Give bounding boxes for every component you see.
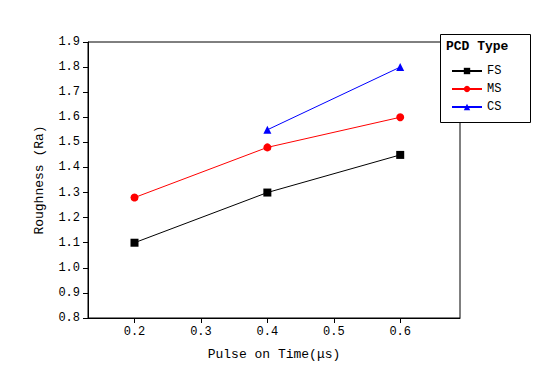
- svg-text:Roughness (Ra): Roughness (Ra): [32, 125, 47, 234]
- svg-text:1.1: 1.1: [58, 236, 80, 250]
- svg-text:0.4: 0.4: [257, 325, 279, 339]
- svg-text:PCD Type: PCD Type: [446, 39, 509, 54]
- svg-text:0.2: 0.2: [124, 325, 146, 339]
- svg-text:0.5: 0.5: [323, 325, 345, 339]
- svg-text:1.5: 1.5: [58, 135, 80, 149]
- svg-text:1.8: 1.8: [58, 60, 80, 74]
- svg-text:1.7: 1.7: [58, 85, 80, 99]
- svg-text:0.9: 0.9: [58, 286, 80, 300]
- svg-text:MS: MS: [487, 82, 501, 96]
- svg-text:1.4: 1.4: [58, 160, 80, 174]
- svg-text:1.9: 1.9: [58, 35, 80, 49]
- svg-text:1.6: 1.6: [58, 110, 80, 124]
- svg-text:CS: CS: [487, 100, 501, 114]
- svg-text:0.6: 0.6: [389, 325, 411, 339]
- svg-text:Pulse on Time(μs): Pulse on Time(μs): [208, 347, 341, 362]
- svg-text:0.8: 0.8: [58, 311, 80, 325]
- svg-text:1.3: 1.3: [58, 186, 80, 200]
- svg-text:FS: FS: [487, 64, 501, 78]
- svg-text:0.3: 0.3: [190, 325, 212, 339]
- svg-text:1.0: 1.0: [58, 261, 80, 275]
- svg-text:1.2: 1.2: [58, 211, 80, 225]
